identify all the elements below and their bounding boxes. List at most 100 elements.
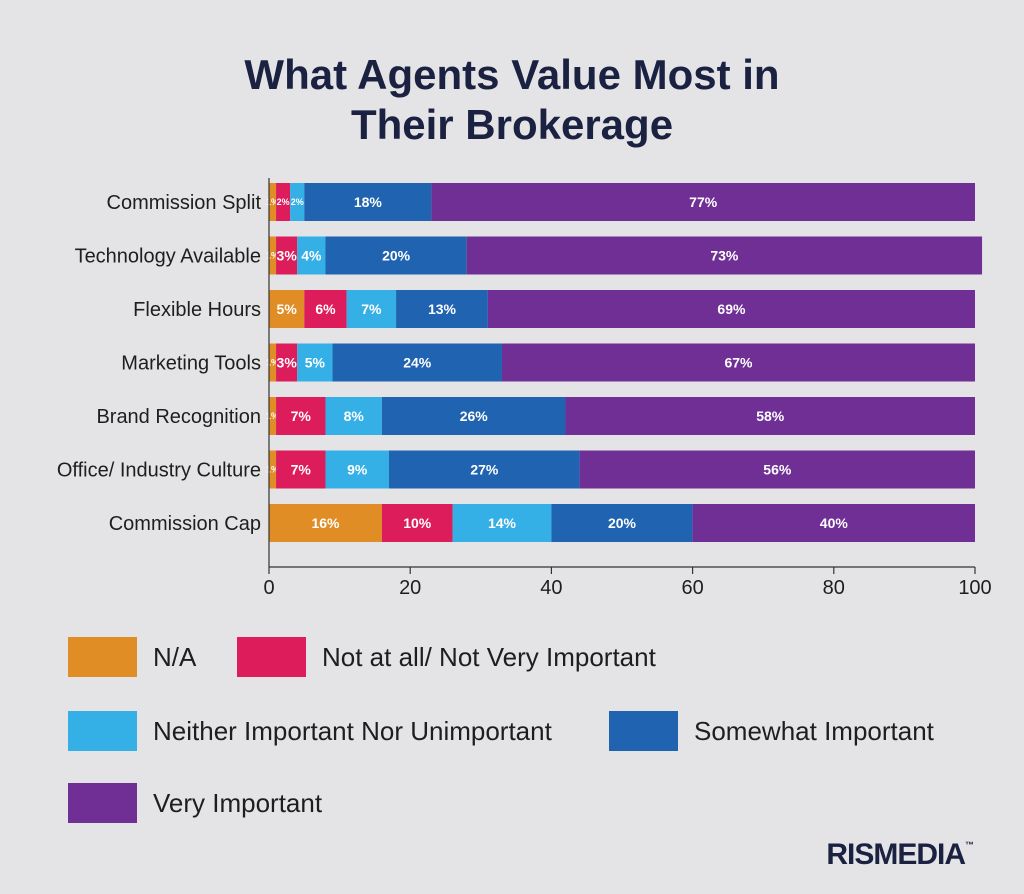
data-label: 7% [361,301,382,317]
data-label: 40% [820,515,849,531]
legend-label: Very Important [153,787,323,818]
category-label: Brand Recognition [96,406,261,428]
bar-segment [325,450,390,489]
bar-segment [276,236,298,275]
data-label: 1% [266,411,279,421]
bar-segment [276,183,291,221]
category-label: Commission Cap [109,513,261,535]
bar-segment [487,290,975,328]
data-label: 5% [277,301,298,317]
data-label: 73% [710,248,739,264]
data-label: 77% [689,194,718,210]
bar-segment [466,236,983,275]
bar-segment [269,290,305,328]
x-tick-label: 0 [263,577,274,599]
bar-segment [297,236,326,275]
x-tick-label: 40 [540,577,562,599]
bar-segment [389,450,580,489]
x-tick-label: 100 [958,577,991,599]
bar-segment [332,343,502,382]
data-label: 24% [403,355,432,371]
bar-segment [269,343,277,382]
data-label: 7% [291,462,312,478]
legend-label: N/A [153,641,197,672]
legend-item: Very Important [68,783,322,823]
chart-title-line-1: What Agents Value Most in [244,51,780,98]
bar-segment [346,290,397,328]
data-label: 10% [403,515,432,531]
bar-segment [692,504,975,542]
bar-segment [431,183,975,221]
bar-segment [269,236,277,275]
category-label: Technology Available [75,246,261,268]
bar-segment [381,504,453,542]
bar-segment [304,290,347,328]
legend-label: Somewhat Important [694,715,934,746]
bar-segment [304,183,432,221]
legend-item: N/A [68,637,196,677]
bar-segment [325,397,382,435]
bar-segment [501,343,975,382]
data-label: 3% [277,248,298,264]
legend-swatch [609,711,678,751]
legend-label: Not at all/ Not Very Important [322,641,656,672]
bar-segment [325,236,467,275]
bar-segment [276,397,326,435]
category-label: Commission Split [107,192,262,214]
x-tick-label: 80 [823,577,845,599]
data-label: 5% [305,355,326,371]
trademark-mark: ™ [965,840,974,850]
legend-item: Neither Important Nor Unimportant [68,711,552,751]
x-tick-label: 60 [681,577,703,599]
data-label: 69% [717,301,746,317]
bar-segment [565,397,975,435]
data-label: 2% [277,197,290,207]
bar-segment [551,504,693,542]
data-label: 6% [315,301,336,317]
logo-text: RISMEDIA [826,838,966,871]
data-label: 14% [488,515,517,531]
data-label: 3% [277,355,298,371]
data-label: 2% [291,197,304,207]
legend-item: Not at all/ Not Very Important [237,637,656,677]
data-label: 1% [266,465,279,475]
data-label: 20% [382,248,411,264]
data-label: 1% [266,251,279,261]
chart-title: What Agents Value Most in Their Brokerag… [0,50,1024,150]
data-label: 1% [266,358,279,368]
bar-segment [396,290,488,328]
bar-segment [452,504,552,542]
bar-segment [276,450,326,489]
category-label: Marketing Tools [121,353,261,375]
data-label: 1% [266,197,279,207]
bar-segment [269,397,277,435]
chart-title-line-2: Their Brokerage [350,101,674,148]
data-label: 18% [354,194,383,210]
bar-segment [269,504,382,542]
data-label: 58% [756,408,785,424]
legend-label: Neither Important Nor Unimportant [153,715,552,746]
data-label: 26% [460,408,489,424]
data-label: 56% [763,462,792,478]
legend-swatch [68,711,137,751]
data-label: 8% [344,408,365,424]
bar-segment [269,183,277,221]
legend-item: Somewhat Important [609,711,934,751]
category-label: Office/ Industry Culture [57,460,261,482]
bar-segment [276,343,298,382]
stacked-bar-chart: Commission Split 1%2% 2% 18% 77%Technology A… [57,178,992,599]
data-label: 16% [311,515,340,531]
legend-swatch [68,783,137,823]
bar-segment [381,397,566,435]
legend-swatch [68,637,137,677]
data-label: 13% [428,301,457,317]
data-label: 20% [608,515,637,531]
data-label: 67% [724,355,753,371]
bar-segment [297,343,333,382]
bar-segment [269,450,277,489]
data-label: 7% [291,408,312,424]
x-tick-label: 20 [399,577,421,599]
bar-segment [290,183,305,221]
data-label: 4% [301,248,322,264]
legend-swatch [237,637,306,677]
